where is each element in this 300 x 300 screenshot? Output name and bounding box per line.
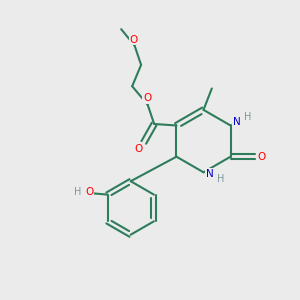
Text: O: O [257, 152, 266, 162]
Text: O: O [143, 93, 151, 103]
Text: H: H [217, 174, 224, 184]
Text: N: N [233, 117, 241, 127]
Text: N: N [206, 169, 214, 179]
Text: O: O [130, 34, 138, 45]
Text: H: H [74, 187, 82, 196]
Text: O: O [134, 144, 142, 154]
Text: H: H [244, 112, 251, 122]
Text: O: O [85, 187, 93, 196]
